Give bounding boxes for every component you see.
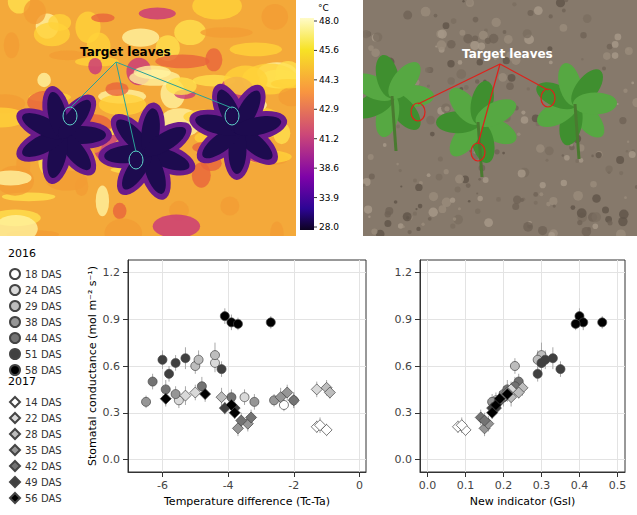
svg-text:0.5: 0.5 [609, 479, 627, 492]
svg-text:0.3: 0.3 [395, 406, 413, 419]
svg-text:New indicator (GsI): New indicator (GsI) [470, 495, 576, 508]
svg-text:-2: -2 [288, 479, 299, 492]
svg-text:0.6: 0.6 [103, 360, 121, 373]
svg-text:0.2: 0.2 [495, 479, 513, 492]
svg-text:1.2: 1.2 [103, 266, 121, 279]
svg-text:58 DAS: 58 DAS [25, 365, 62, 376]
svg-text:1.2: 1.2 [395, 266, 413, 279]
svg-text:0.3: 0.3 [103, 406, 121, 419]
svg-text:56 DAS: 56 DAS [25, 493, 62, 504]
svg-text:49 DAS: 49 DAS [25, 477, 62, 488]
svg-text:18 DAS: 18 DAS [25, 269, 62, 280]
svg-text:Temperature difference (Tc-Ta): Temperature difference (Tc-Ta) [163, 495, 330, 508]
svg-text:Stomatal conductance (mol m⁻²: Stomatal conductance (mol m⁻² s⁻¹) [86, 266, 99, 466]
svg-text:22 DAS: 22 DAS [25, 413, 62, 424]
svg-text:24 DAS: 24 DAS [25, 285, 62, 296]
svg-text:44.3: 44.3 [319, 75, 339, 85]
svg-text:28.0: 28.0 [319, 222, 339, 232]
svg-text:0.4: 0.4 [571, 479, 589, 492]
svg-text:28 DAS: 28 DAS [25, 429, 62, 440]
svg-text:0.1: 0.1 [457, 479, 475, 492]
svg-text:38 DAS: 38 DAS [25, 317, 62, 328]
svg-text:38.6: 38.6 [319, 163, 339, 173]
svg-text:42 DAS: 42 DAS [25, 461, 62, 472]
svg-text:0.0: 0.0 [103, 453, 121, 466]
svg-text:0.9: 0.9 [395, 313, 413, 326]
svg-text:°C: °C [318, 3, 329, 13]
svg-text:0: 0 [356, 479, 363, 492]
svg-text:44 DAS: 44 DAS [25, 333, 62, 344]
svg-text:-6: -6 [157, 479, 168, 492]
svg-text:2017: 2017 [8, 375, 36, 388]
svg-text:51 DAS: 51 DAS [25, 349, 62, 360]
svg-text:0.0: 0.0 [395, 453, 413, 466]
svg-text:42.9: 42.9 [319, 104, 339, 114]
svg-text:-4: -4 [223, 479, 234, 492]
svg-text:2016: 2016 [8, 247, 36, 260]
svg-text:48.0: 48.0 [319, 16, 339, 26]
svg-text:29 DAS: 29 DAS [25, 301, 62, 312]
svg-text:0.0: 0.0 [419, 479, 437, 492]
svg-text:45.6: 45.6 [319, 45, 339, 55]
svg-text:Target leaves: Target leaves [80, 45, 171, 59]
svg-text:33.9: 33.9 [319, 193, 339, 203]
svg-text:0.3: 0.3 [533, 479, 551, 492]
svg-text:Target leaves: Target leaves [462, 47, 553, 61]
svg-text:0.9: 0.9 [103, 313, 121, 326]
svg-text:41.2: 41.2 [319, 134, 339, 144]
svg-text:14 DAS: 14 DAS [25, 397, 62, 408]
svg-text:35 DAS: 35 DAS [25, 445, 62, 456]
svg-text:0.6: 0.6 [395, 360, 413, 373]
